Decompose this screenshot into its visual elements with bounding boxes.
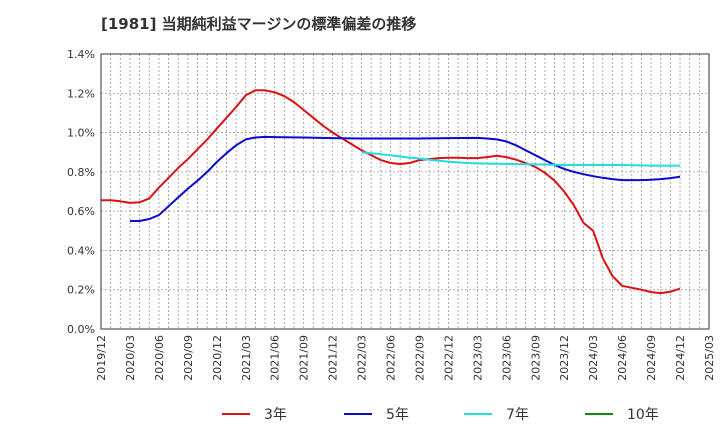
x-tick-label: 2022/09 xyxy=(413,335,426,381)
x-tick-label: 2021/12 xyxy=(327,335,340,381)
y-tick-label: 0.0% xyxy=(67,323,95,336)
x-tick-label: 2025/03 xyxy=(703,335,716,381)
legend-label: 7年 xyxy=(506,407,529,423)
series-lines xyxy=(101,89,681,295)
plot-border xyxy=(100,53,710,330)
x-tick-label: 2024/09 xyxy=(645,335,658,381)
x-axis: 2019/12 2020/03 2020/06 2020/09 2020/12 2021/… xyxy=(95,335,716,381)
x-tick-label: 2023/09 xyxy=(529,335,542,381)
y-tick-label: 0.4% xyxy=(67,244,95,257)
x-tick-label: 2023/12 xyxy=(558,335,571,381)
legend: 3年 5年 7年 10年 xyxy=(222,407,659,423)
legend-label: 3年 xyxy=(264,407,287,423)
x-tick-label: 2020/09 xyxy=(182,335,195,381)
series-line-3 xyxy=(361,151,680,167)
x-tick-label: 2023/06 xyxy=(500,335,513,381)
y-tick-label: 0.8% xyxy=(67,166,95,179)
x-tick-label: 2024/06 xyxy=(616,335,629,381)
x-tick-label: 2020/12 xyxy=(211,335,224,381)
y-tick-label: 1.2% xyxy=(67,87,95,100)
plot-area xyxy=(101,54,709,329)
series-line-1 xyxy=(101,89,681,295)
x-tick-label: 2019/12 xyxy=(95,335,108,381)
legend-label: 5年 xyxy=(386,407,409,423)
x-tick-label: 2020/03 xyxy=(124,335,137,381)
chart-title: [1981] 当期純利益マージンの標準偏差の推移 xyxy=(101,15,416,33)
x-tick-label: 2023/03 xyxy=(471,335,484,381)
legend-label: 10年 xyxy=(627,407,659,423)
y-tick-label: 1.4% xyxy=(67,48,95,61)
y-tick-label: 0.2% xyxy=(67,284,95,297)
x-tick-label: 2022/12 xyxy=(442,335,455,381)
x-tick-label: 2021/06 xyxy=(269,335,282,381)
x-tick-label: 2021/03 xyxy=(240,335,253,381)
grid xyxy=(101,54,709,329)
series-line-2 xyxy=(130,135,681,222)
y-tick-label: 0.6% xyxy=(67,205,95,218)
x-tick-label: 2024/12 xyxy=(674,335,687,381)
x-tick-label: 2021/09 xyxy=(298,335,311,381)
x-tick-label: 2020/06 xyxy=(153,335,166,381)
y-tick-label: 1.0% xyxy=(67,127,95,140)
x-tick-label: 2022/06 xyxy=(385,335,398,381)
x-tick-label: 2024/03 xyxy=(587,335,600,381)
x-tick-label: 2022/03 xyxy=(356,335,369,381)
y-axis: 0.0% 0.2% 0.4% 0.6% 0.8% 1.0% 1.2% 1.4% xyxy=(67,48,95,336)
